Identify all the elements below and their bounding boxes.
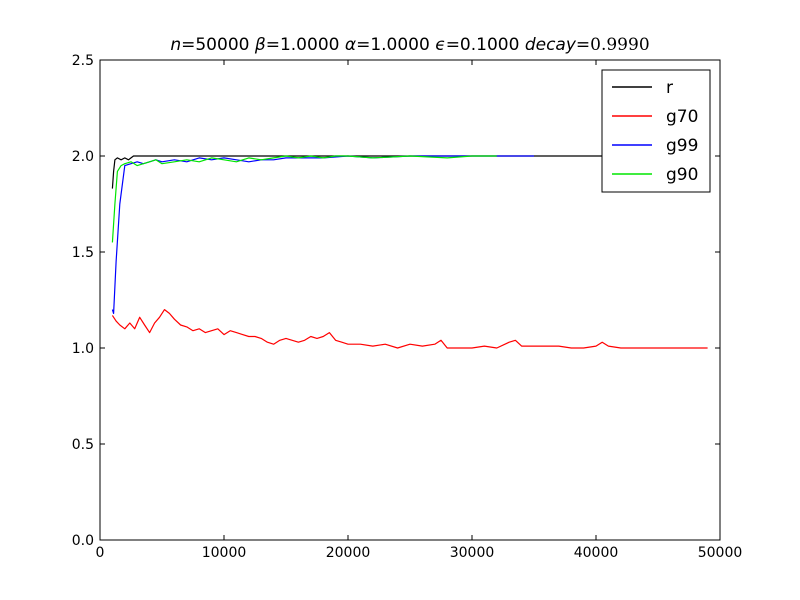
- title-part: =0.1000: [446, 35, 525, 55]
- series-layer: [111, 155, 708, 349]
- y-tick-label: 0.0: [72, 533, 94, 549]
- y-tick-label: 2.0: [72, 149, 94, 165]
- title-part: ϵ: [435, 35, 445, 55]
- title-part: decay: [525, 35, 577, 55]
- chart-title: n=50000 β=1.0000 α=1.0000 ϵ=0.1000 decay…: [170, 35, 649, 55]
- axes-frame: [99, 59, 721, 541]
- title-part: =1.0000: [356, 35, 435, 55]
- x-tick-label: 40000: [574, 545, 619, 561]
- x-tick-label: 50000: [698, 545, 743, 561]
- legend-label-r: r: [666, 78, 673, 98]
- x-tick-label: 0: [96, 545, 105, 561]
- title-part: =50000: [181, 35, 255, 55]
- legend-label-g70: g70: [666, 107, 698, 127]
- title-part: n: [170, 35, 181, 55]
- legend-label-g99: g99: [666, 136, 698, 156]
- legend: r g70 g99 g90: [601, 69, 711, 193]
- ticks-layer: 0 10000 20000 30000 40000 50000 0.0 0.5 1.0 1.5 2.…: [72, 53, 743, 561]
- x-tick-label: 20000: [326, 545, 371, 561]
- y-tick-label: 2.5: [72, 53, 94, 69]
- title-part: =0.9990: [576, 35, 650, 55]
- legend-label-g90: g90: [666, 165, 698, 185]
- x-tick-label: 10000: [202, 545, 247, 561]
- title-part: =1.0000: [266, 35, 345, 55]
- y-tick-label: 0.5: [72, 437, 94, 453]
- y-tick-label: 1.5: [72, 245, 94, 261]
- title-part: β: [254, 35, 266, 55]
- y-tick-label: 1.0: [72, 341, 94, 357]
- title-part: α: [345, 35, 356, 55]
- series-line-g90: [111, 155, 497, 243]
- x-tick-label: 30000: [450, 545, 495, 561]
- series-line-g70: [111, 309, 708, 349]
- legend-box: [601, 69, 711, 193]
